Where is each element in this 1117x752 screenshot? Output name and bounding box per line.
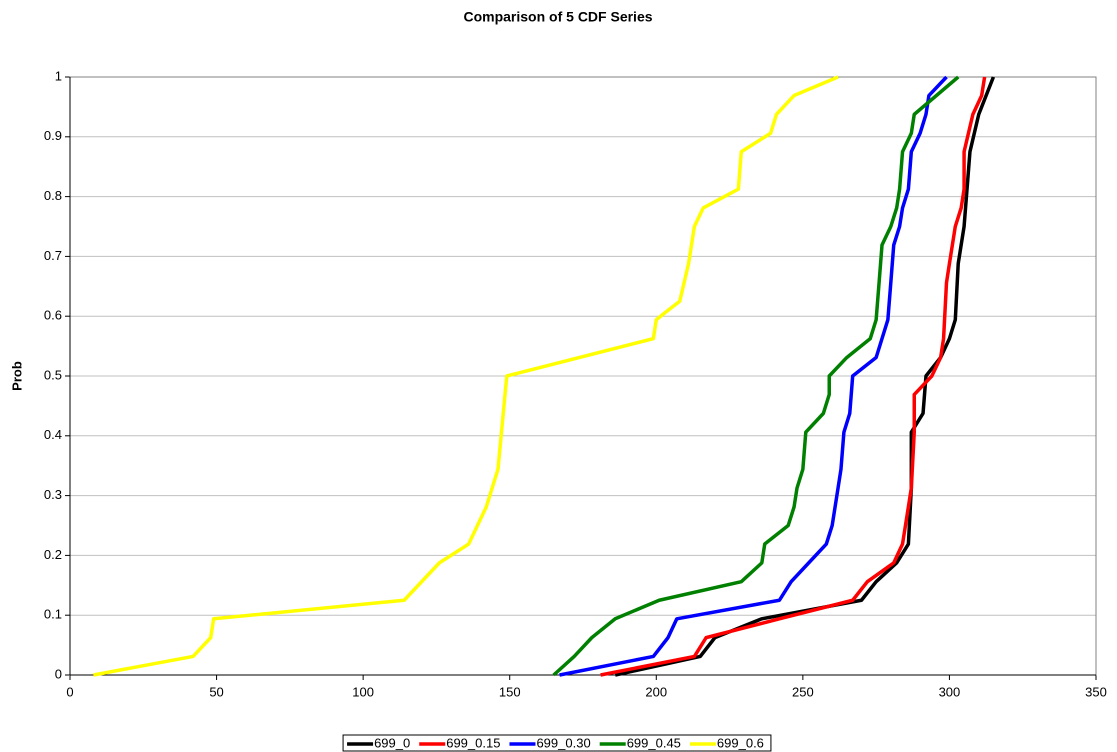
- legend-label: 699_0: [374, 735, 410, 750]
- series-line: [93, 75, 839, 677]
- series-line: [552, 75, 960, 677]
- x-tick-label: 300: [939, 684, 961, 699]
- y-tick-label: 0.1: [44, 607, 62, 622]
- y-tick-label: 0.8: [44, 188, 62, 203]
- legend-label: 699_0.30: [536, 735, 590, 750]
- y-tick-label: 0.3: [44, 487, 62, 502]
- y-tick-label: 0.5: [44, 367, 62, 382]
- series-line: [614, 76, 996, 677]
- x-tick-label: 0: [66, 684, 73, 699]
- y-tick-label: 0.9: [44, 128, 62, 143]
- y-axis-label: Prob: [9, 361, 24, 391]
- y-tick-label: 0.4: [44, 427, 62, 442]
- x-tick-label: 200: [645, 684, 667, 699]
- chart-title: Comparison of 5 CDF Series: [463, 9, 652, 25]
- legend-label: 699_0.15: [446, 735, 500, 750]
- legend: [342, 734, 772, 752]
- y-tick-label: 0.7: [44, 248, 62, 263]
- y-tick-label: 0: [55, 666, 62, 681]
- x-tick-label: 350: [1085, 684, 1107, 699]
- x-tick-label: 50: [209, 684, 223, 699]
- legend-label: 699_0.45: [627, 735, 681, 750]
- y-tick-label: 0.2: [44, 547, 62, 562]
- series-line: [559, 75, 948, 677]
- x-tick-label: 100: [352, 684, 374, 699]
- series-line: [600, 76, 987, 677]
- y-tick-label: 1: [55, 68, 62, 83]
- y-tick-label: 0.6: [44, 308, 62, 323]
- legend-label: 699_0.6: [717, 735, 764, 750]
- x-tick-label: 250: [792, 684, 814, 699]
- x-tick-label: 150: [499, 684, 521, 699]
